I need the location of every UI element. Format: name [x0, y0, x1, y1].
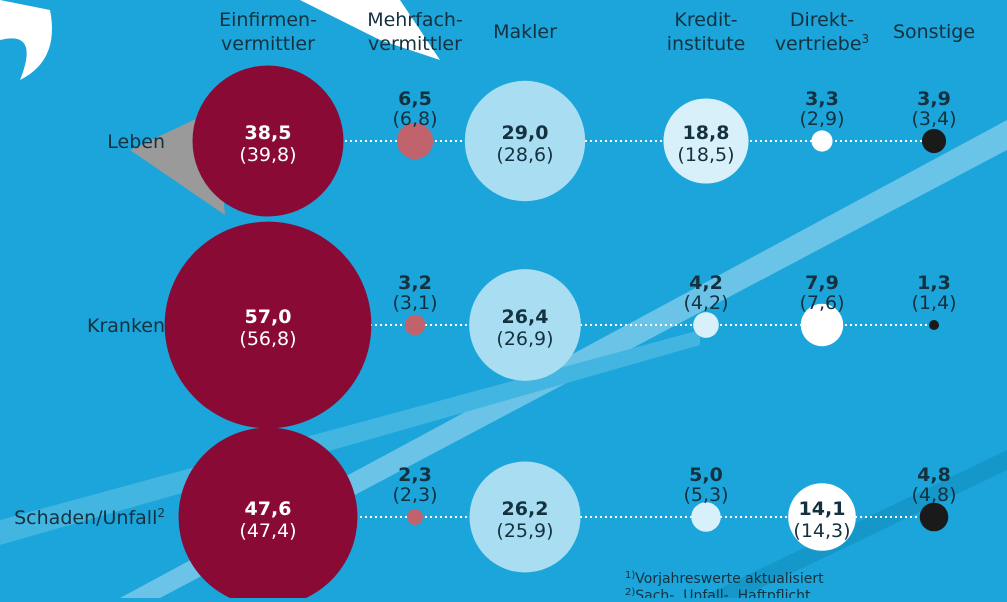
previous-value-label: (3,4) [911, 108, 956, 130]
footnote-mark: 2 [157, 506, 165, 520]
column-header: Direkt- [790, 9, 854, 31]
previous-value-label: (14,3) [793, 520, 850, 542]
previous-value-label: (3,1) [392, 292, 437, 314]
decoration [0, 0, 52, 80]
value-label: 3,2 [398, 272, 432, 294]
row-label-text: Kranken [87, 315, 165, 337]
value-label: 3,9 [917, 88, 951, 110]
previous-value-label: (26,9) [496, 328, 553, 350]
value-label: 38,5 [245, 122, 292, 144]
previous-value-label: (7,6) [799, 292, 844, 314]
row-label-text: Schaden/Unfall [14, 507, 157, 529]
previous-value-label: (39,8) [239, 144, 296, 166]
bubble [178, 427, 358, 602]
column-header: vermittler [221, 33, 315, 55]
column-header: vermittler [368, 33, 462, 55]
column-header: Makler [493, 21, 557, 43]
row-label: Schaden/Unfall2 [14, 506, 165, 529]
footnote-mark: 2) [625, 587, 635, 598]
previous-value-label: (6,8) [392, 108, 437, 130]
previous-value-label: (4,2) [683, 292, 728, 314]
bubble [164, 221, 372, 429]
bubble [407, 509, 423, 525]
value-label: 4,2 [689, 272, 723, 294]
bubble [469, 269, 581, 381]
footnote-mark: 1) [625, 570, 635, 581]
bubble [469, 461, 581, 573]
bubble [811, 130, 833, 152]
decoration [300, 0, 440, 60]
bubble [921, 128, 947, 154]
bubble [192, 65, 344, 217]
footnote: 1)Vorjahreswerte aktualisiert [625, 570, 824, 588]
previous-value-label: (5,3) [683, 484, 728, 506]
column-header: institute [667, 33, 746, 55]
previous-value-label: (2,3) [392, 484, 437, 506]
bubble [800, 303, 844, 347]
value-label: 2,3 [398, 464, 432, 486]
value-label: 18,8 [683, 122, 730, 144]
bubble [788, 483, 856, 551]
value-label: 26,2 [502, 498, 549, 520]
value-label: 57,0 [245, 306, 292, 328]
bubble [396, 122, 434, 160]
footnote-mark: 3 [862, 32, 870, 46]
bubble [404, 314, 426, 336]
bubble [928, 319, 940, 331]
value-label: 47,6 [245, 498, 292, 520]
previous-value-label: (18,5) [677, 144, 734, 166]
column-header: vertriebe3 [775, 32, 869, 55]
bubble [663, 98, 749, 184]
previous-value-label: (47,4) [239, 520, 296, 542]
bubble [464, 80, 586, 202]
bubble [919, 502, 949, 532]
column-header: Sonstige [893, 21, 975, 43]
bubble [691, 502, 721, 532]
value-label: 4,8 [917, 464, 951, 486]
value-label: 26,4 [502, 306, 549, 328]
previous-value-label: (56,8) [239, 328, 296, 350]
footnote: 2)Sach-, Unfall-, Haftpflicht [625, 587, 811, 599]
value-label: 14,1 [799, 498, 846, 520]
bubble [693, 312, 719, 338]
row-label: Kranken [87, 315, 165, 337]
previous-value-label: (25,9) [496, 520, 553, 542]
value-label: 6,5 [398, 88, 432, 110]
column-header: Einfirmen- [219, 9, 317, 31]
previous-value-label: (28,6) [496, 144, 553, 166]
previous-value-label: (1,4) [911, 292, 956, 314]
row-label: Leben [107, 131, 165, 153]
value-label: 5,0 [689, 464, 723, 486]
previous-value-label: (2,9) [799, 108, 844, 130]
value-label: 3,3 [805, 88, 839, 110]
column-header: Kredit- [674, 9, 737, 31]
value-label: 29,0 [502, 122, 549, 144]
value-label: 1,3 [917, 272, 951, 294]
row-label-text: Leben [107, 131, 165, 153]
footnote-text: Vorjahreswerte aktualisiert [635, 571, 824, 587]
footnote-text: Sach-, Unfall-, Haftpflicht [635, 588, 811, 598]
value-label: 7,9 [805, 272, 839, 294]
column-header-text: vertriebe [775, 33, 862, 55]
column-header: Mehrfach- [367, 9, 463, 31]
previous-value-label: (4,8) [911, 484, 956, 506]
